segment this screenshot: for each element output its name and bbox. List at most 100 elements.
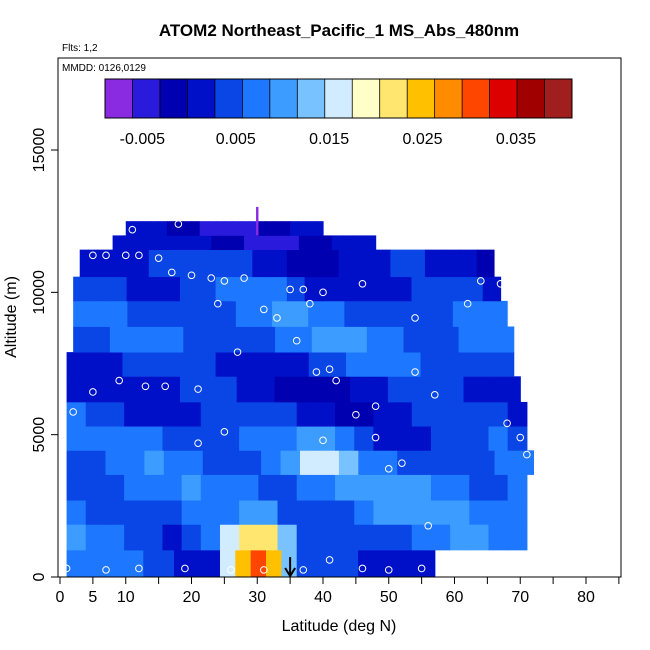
heatmap-cell <box>342 549 359 578</box>
heatmap-cell <box>162 474 183 501</box>
sample-point <box>332 376 340 385</box>
sample-point <box>371 402 380 411</box>
sample-point <box>260 566 268 574</box>
heatmap-cell <box>143 401 164 427</box>
heatmap-cell <box>144 276 163 302</box>
sample-point <box>325 365 334 373</box>
sample-point <box>167 268 176 277</box>
heatmap-cell <box>296 401 317 427</box>
heatmap-cell <box>158 549 175 578</box>
heatmap-cell <box>383 352 403 377</box>
heatmap-cell <box>338 249 357 278</box>
heatmap-cell <box>309 235 322 251</box>
sample-point <box>181 564 189 573</box>
heatmap-cell <box>91 300 110 327</box>
heatmap-cell <box>131 249 150 278</box>
sample-point <box>523 450 531 459</box>
heatmap-cell <box>123 376 143 403</box>
heatmap-cell <box>293 326 313 353</box>
heatmap-cell <box>459 249 478 278</box>
colorbar-segment <box>214 79 243 118</box>
heatmap-cell <box>200 500 221 525</box>
heatmap-cell <box>198 376 219 403</box>
heatmap-cell <box>335 426 355 451</box>
heatmap-cell <box>258 500 279 525</box>
heatmap-cell <box>404 549 421 578</box>
heatmap-cell <box>163 300 183 327</box>
sample-point <box>240 274 248 282</box>
heatmap-cell <box>488 426 509 451</box>
sample-point <box>411 368 419 376</box>
heatmap-cell <box>219 426 240 451</box>
colorbar-segment <box>517 79 546 118</box>
heatmap-cell <box>183 249 202 278</box>
sample-point <box>516 260 525 268</box>
heatmap-cell <box>181 474 202 501</box>
heatmap-cell <box>146 326 166 353</box>
sample-point <box>220 428 229 436</box>
colorbar-tick-label: 0.025 <box>403 131 443 148</box>
heatmap-cell <box>104 500 125 525</box>
heatmap-cell <box>199 300 219 327</box>
sample-point <box>135 564 143 573</box>
heatmap-cell <box>436 450 457 475</box>
colorbar-segment <box>434 79 463 118</box>
heatmap-cell <box>258 524 279 551</box>
heatmap-cell <box>380 300 400 327</box>
x-tick-label: 60 <box>446 589 464 606</box>
heatmap-cell <box>122 352 142 377</box>
heatmap-cell <box>358 450 379 475</box>
heatmap-cell <box>252 352 273 377</box>
sample-point <box>358 564 367 573</box>
heatmap-cell <box>335 474 355 501</box>
heatmap-cell <box>298 235 311 251</box>
heatmap-cell <box>142 376 162 403</box>
colorbar-segment <box>407 79 436 118</box>
heatmap-cell <box>183 326 203 353</box>
heatmap-cell <box>85 474 106 501</box>
heatmap-cell <box>411 524 432 551</box>
heatmap-cell <box>429 276 448 302</box>
heatmap-cell <box>290 352 310 377</box>
heatmap-cell <box>354 401 375 427</box>
heatmap-cell <box>375 276 395 302</box>
heatmap-cell <box>425 376 446 403</box>
heatmap-cell <box>311 326 331 353</box>
colorbar-segment <box>379 79 408 118</box>
heatmap-cell <box>126 276 145 302</box>
heatmap-cell <box>312 549 328 578</box>
heatmap-cell <box>335 401 355 427</box>
x-axis: 0 5 10 20 30 40 50 60 70 80 <box>56 577 620 606</box>
heatmap-cell <box>274 376 295 403</box>
heatmap-cell <box>513 450 534 475</box>
heatmap-cell <box>507 500 528 525</box>
heatmap-cell <box>183 221 193 236</box>
sample-point <box>477 277 485 285</box>
heatmap-cell <box>66 450 87 475</box>
heatmap-cell <box>319 450 340 475</box>
heatmap-cell <box>239 426 259 451</box>
heatmap-cell <box>234 352 254 377</box>
arrow-head <box>284 567 296 578</box>
sample-point <box>319 288 327 297</box>
heatmap-cell <box>232 221 242 236</box>
sample-point <box>299 285 308 294</box>
plot-frame <box>57 57 622 578</box>
heatmap-cell <box>476 249 495 278</box>
heatmap-cell <box>469 401 490 427</box>
heatmap-cell <box>143 426 164 451</box>
heatmap-cell <box>373 474 394 501</box>
heatmap-cell <box>277 401 298 427</box>
heatmap-cell <box>494 450 515 475</box>
heatmap-cell <box>200 474 221 501</box>
heatmap-cell <box>128 326 148 353</box>
heatmap-cell <box>358 276 377 302</box>
heatmap-cell <box>124 426 144 451</box>
heatmap-cell <box>314 221 324 236</box>
colorbar <box>104 78 573 119</box>
heatmap-cell <box>476 326 496 353</box>
heatmap-cell <box>148 249 167 278</box>
heatmap-cell <box>239 524 259 551</box>
heatmap-cell <box>162 426 183 451</box>
heatmap-cell <box>216 221 225 236</box>
